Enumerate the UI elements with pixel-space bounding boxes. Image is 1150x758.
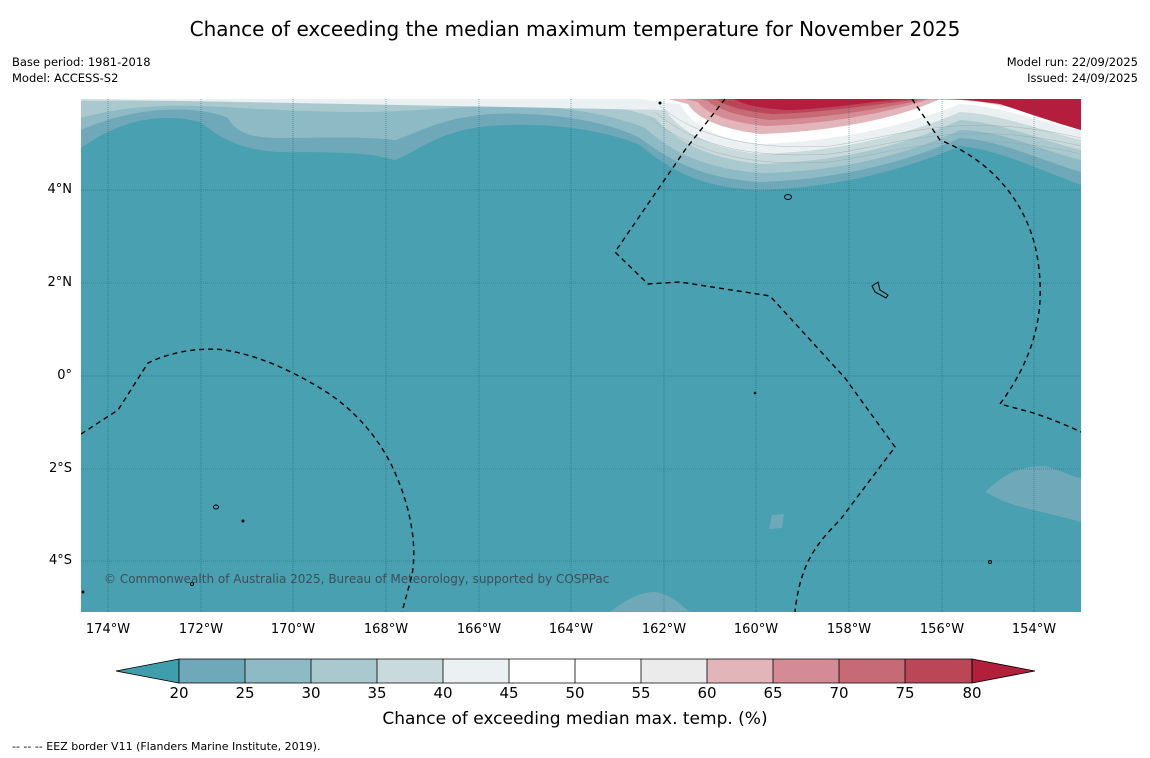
model-text: Model: ACCESS-S2 bbox=[12, 71, 119, 85]
colorbar-tick-label: 65 bbox=[763, 684, 783, 702]
colorbar-tick-label: 25 bbox=[235, 684, 255, 702]
colorbar-tick-label: 70 bbox=[829, 684, 849, 702]
model-run-text: Model run: 22/09/2025 bbox=[1006, 55, 1138, 69]
probability-contour-80 bbox=[730, 99, 1081, 110]
probability-contour-80b bbox=[960, 99, 1081, 130]
colorbar-bin-8 bbox=[641, 659, 707, 683]
island-icon bbox=[241, 519, 245, 523]
colorbar-over-arrow bbox=[971, 658, 1036, 684]
lon-label-170w: 170°W bbox=[270, 622, 316, 637]
colorbar-bin-5 bbox=[443, 659, 509, 683]
meta-left: Base period: 1981-2018 Model: ACCESS-S2 bbox=[12, 54, 151, 86]
graticule bbox=[81, 99, 1081, 612]
colorbar-bin-10 bbox=[773, 659, 839, 683]
lat-label-4s: 4°S bbox=[48, 553, 72, 568]
map-background bbox=[81, 99, 1081, 612]
colorbar-tick-label: 75 bbox=[895, 684, 915, 702]
island-icon bbox=[81, 590, 85, 594]
meta-right: Model run: 22/09/2025 Issued: 24/09/2025 bbox=[1007, 54, 1138, 86]
lon-label-164w: 164°W bbox=[548, 622, 594, 637]
colorbar-bin-3 bbox=[311, 659, 377, 683]
colorbar-under-arrow bbox=[115, 658, 180, 684]
issued-text: Issued: 24/09/2025 bbox=[1027, 71, 1138, 85]
colorbar-tick-label: 20 bbox=[169, 684, 189, 702]
base-period-text: Base period: 1981-2018 bbox=[12, 55, 151, 69]
colorbar-tick-label: 50 bbox=[565, 684, 585, 702]
colorbar-tick-label: 80 bbox=[962, 684, 982, 702]
lon-label-160w: 160°W bbox=[733, 622, 779, 637]
map-title: Chance of exceeding the median maximum t… bbox=[189, 17, 961, 41]
islands bbox=[81, 101, 992, 594]
lon-label-172w: 172°W bbox=[178, 622, 224, 637]
lon-label-154w: 154°W bbox=[1011, 622, 1057, 637]
island-icon bbox=[784, 194, 792, 200]
island-icon bbox=[190, 582, 194, 586]
colorbar-tick-label: 60 bbox=[697, 684, 717, 702]
colorbar-label: Chance of exceeding median max. temp. (%… bbox=[382, 709, 768, 729]
colorbar-tick-label: 55 bbox=[631, 684, 651, 702]
probability-patch-small bbox=[769, 514, 784, 529]
colorbar-tick-label: 40 bbox=[433, 684, 453, 702]
lat-label-4n: 4°N bbox=[47, 182, 73, 197]
island-icon bbox=[871, 281, 889, 299]
lon-label-174w: 174°W bbox=[85, 622, 131, 637]
eez-footnote: -- -- -- EEZ border V11 (Flanders Marine… bbox=[12, 740, 321, 753]
eez-border bbox=[81, 99, 1081, 612]
colorbar-bin-4 bbox=[377, 659, 443, 683]
probability-patch-south bbox=[610, 592, 690, 612]
colorbar-bin-1 bbox=[179, 659, 245, 683]
colorbar-bin-11 bbox=[839, 659, 905, 683]
colorbar-bin-7 bbox=[575, 659, 641, 683]
colorbar-tick-label: 35 bbox=[367, 684, 387, 702]
colorbar-bin-2 bbox=[245, 659, 311, 683]
copyright-text: © Commonwealth of Australia 2025, Bureau… bbox=[104, 572, 610, 586]
island-icon bbox=[658, 101, 662, 105]
lon-label-168w: 168°W bbox=[363, 622, 409, 637]
contour-lines bbox=[649, 105, 1081, 164]
island-icon bbox=[213, 504, 219, 510]
lon-label-162w: 162°W bbox=[641, 622, 687, 637]
lon-label-158w: 158°W bbox=[826, 622, 872, 637]
lat-label-2s: 2°S bbox=[48, 461, 72, 476]
colorbar-bin-12 bbox=[905, 659, 972, 683]
colorbar-tick-label: 30 bbox=[301, 684, 321, 702]
lat-label-0: 0° bbox=[57, 368, 72, 383]
map-area bbox=[81, 99, 1081, 612]
island-icon bbox=[753, 391, 757, 395]
colorbar-tick-label: 45 bbox=[499, 684, 519, 702]
colorbar bbox=[115, 658, 1036, 684]
probability-patch-east bbox=[985, 466, 1081, 522]
lon-label-166w: 166°W bbox=[456, 622, 502, 637]
colorbar-bin-9 bbox=[707, 659, 773, 683]
island-icon bbox=[988, 560, 992, 564]
lat-label-2n: 2°N bbox=[47, 275, 73, 290]
lon-label-156w: 156°W bbox=[919, 622, 965, 637]
colorbar-bin-6 bbox=[509, 659, 575, 683]
